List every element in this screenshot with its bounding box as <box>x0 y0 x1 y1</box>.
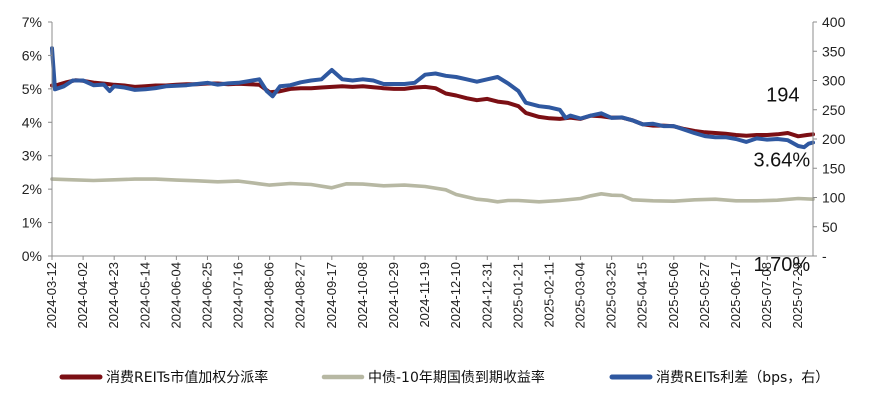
right-tick-label: 50 <box>822 219 838 235</box>
x-tick-label: 2024-10-08 <box>355 262 370 329</box>
annotation-label: 194 <box>766 85 799 107</box>
x-tick-label: 2025-02-11 <box>542 262 557 328</box>
x-tick-label: 2024-04-23 <box>106 262 121 329</box>
left-tick-label: 5% <box>22 81 42 97</box>
x-tick-label: 2025-03-25 <box>604 262 619 329</box>
series-line-1 <box>50 78 815 139</box>
left-tick-label: 6% <box>22 47 42 63</box>
right-tick-label: 150 <box>822 160 846 176</box>
x-tick-label: 2024-04-02 <box>75 262 90 329</box>
legend-label-2: 中债-10年期国债到期收益率 <box>368 369 545 386</box>
right-y-axis: - 50 100 150 200 250 300 350 400 <box>812 14 846 264</box>
x-tick-label: 2024-08-06 <box>262 262 277 329</box>
right-tick-label: 200 <box>822 131 846 147</box>
left-tick-label: 1% <box>22 215 42 231</box>
annotation-label: 3.64% <box>753 149 810 171</box>
annotation-label: 1.70% <box>753 254 810 276</box>
right-tick-label: 100 <box>822 190 846 206</box>
x-tick-label: 2024-11-19 <box>417 262 432 328</box>
series-line-2 <box>50 177 815 204</box>
right-tick-label: 300 <box>822 73 846 89</box>
x-axis: 2024-03-12 2024-04-02 2024-04-23 2024-05-14… <box>44 255 813 329</box>
left-tick-label: 0% <box>22 248 42 264</box>
x-tick-label: 2024-05-14 <box>137 262 152 329</box>
x-tick-label: 2024-08-27 <box>293 262 308 329</box>
right-tick-label: 350 <box>822 43 846 59</box>
legend-label-1: 消费REITs市值加权分派率 <box>106 369 268 386</box>
legend: 消费REITs市值加权分派率 中债-10年期国债到期收益率 消费REITs利差（bp… <box>59 369 829 386</box>
x-tick-label: 2025-01-21 <box>510 262 525 329</box>
x-tick-label: 2025-05-06 <box>666 262 681 329</box>
x-tick-label: 2024-10-29 <box>386 262 401 329</box>
x-tick-label: 2024-03-12 <box>44 262 59 329</box>
left-y-axis: 0% 1% 2% 3% 4% 5% 6% 7% <box>22 14 53 264</box>
x-tick-label: 2024-06-04 <box>168 262 183 329</box>
x-tick-label: 2025-04-15 <box>635 262 650 329</box>
x-tick-label: 2025-03-04 <box>573 262 588 329</box>
x-tick-label: 2025-07-08 <box>759 262 774 329</box>
x-tick-label: 2024-12-31 <box>479 262 494 329</box>
x-tick-label: 2024-06-25 <box>200 262 215 329</box>
legend-label-3: 消费REITs利差（bps，右） <box>656 370 829 386</box>
right-tick-label: - <box>822 248 827 264</box>
x-tick-label: 2025-07-29 <box>790 262 805 329</box>
end-value-annotations: 194 3.64% 1.70% <box>753 85 810 277</box>
x-tick-label: 2025-05-27 <box>697 262 712 329</box>
series-line-3 <box>50 46 815 150</box>
x-tick-label: 2025-06-17 <box>728 262 743 329</box>
left-tick-label: 2% <box>22 181 42 197</box>
x-tick-label: 2024-12-10 <box>448 262 463 329</box>
right-tick-label: 250 <box>822 102 846 118</box>
left-tick-label: 3% <box>22 148 42 164</box>
x-tick-label: 2024-09-17 <box>324 262 339 329</box>
left-tick-label: 7% <box>22 14 42 30</box>
x-tick-label: 2024-07-16 <box>231 262 246 329</box>
plot-area <box>50 46 815 204</box>
left-tick-label: 4% <box>22 114 42 130</box>
right-tick-label: 400 <box>822 14 846 30</box>
